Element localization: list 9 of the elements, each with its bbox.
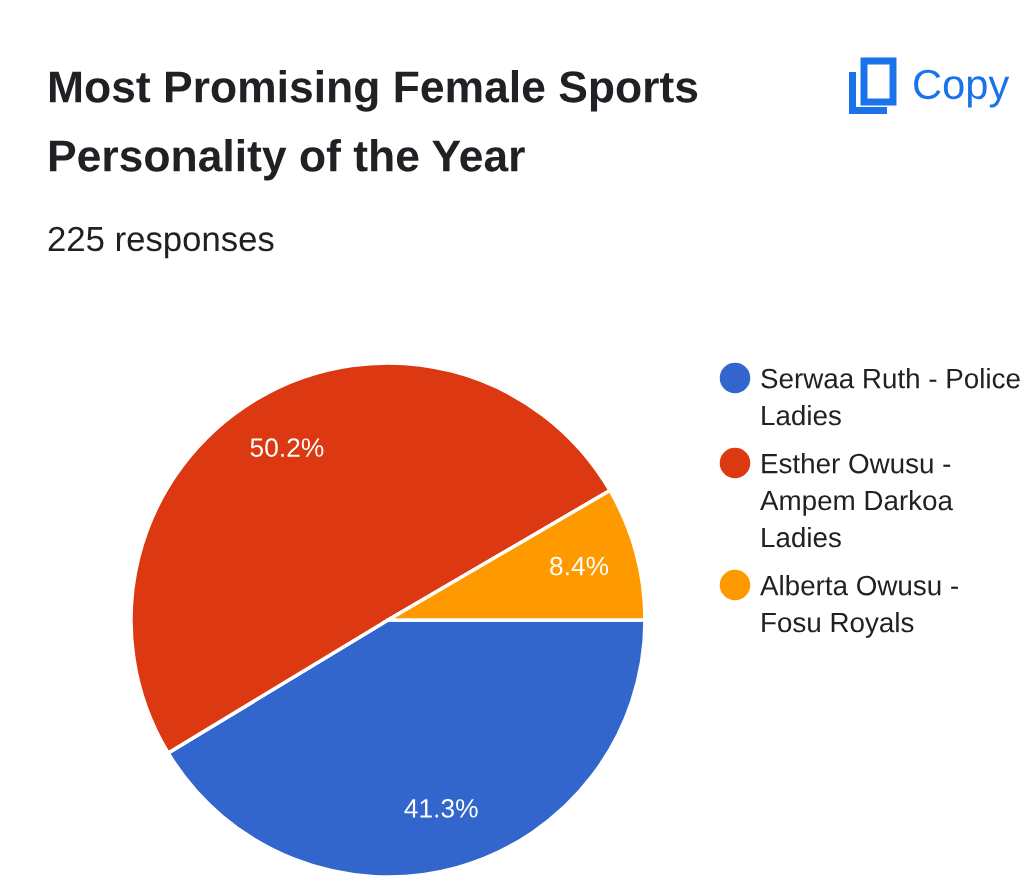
chart-subtitle: 225 responses <box>48 226 274 259</box>
data-label: 41.3% <box>404 799 478 818</box>
data-label: 50.2% <box>250 438 324 457</box>
legend-label: Esther Owusu - Ampem Darkoa Ladies <box>760 453 953 548</box>
chart-title: Most Promising Female Sports Personality of the Year <box>49 70 698 181</box>
data-label: 8.4% <box>550 556 609 576</box>
legend-label: Serwaa Ruth - Police Ladies <box>761 368 1020 426</box>
legend-label: Alberta Owusu - Fosu Royals <box>760 575 958 638</box>
text: Copy <box>914 69 1010 108</box>
